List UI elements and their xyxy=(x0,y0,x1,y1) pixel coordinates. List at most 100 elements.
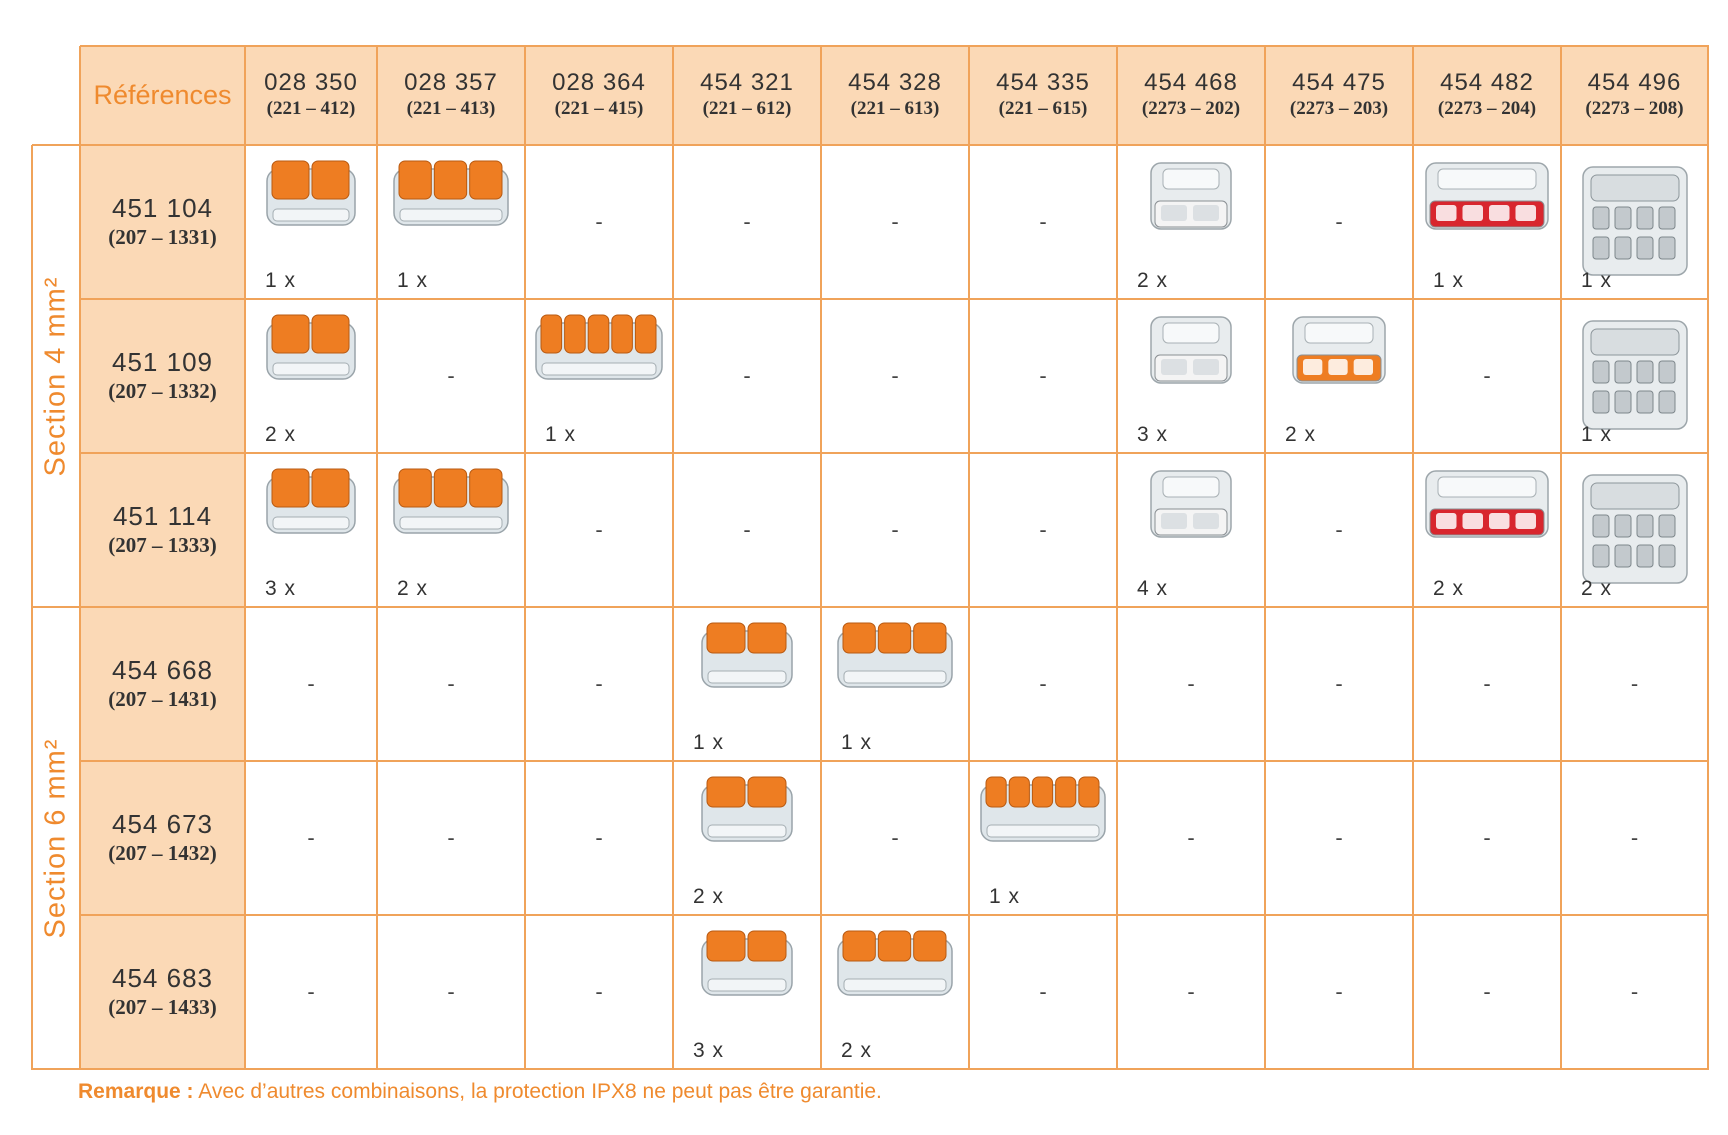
column-header: 454 328 (221 – 613) xyxy=(821,46,969,145)
compact-connector-2-orange-icon xyxy=(701,930,793,996)
table-cell: - xyxy=(1117,915,1265,1069)
column-article: (221 – 613) xyxy=(850,97,940,119)
column-article: (221 – 415) xyxy=(554,97,644,119)
column-article: (221 – 412) xyxy=(266,97,356,119)
push-wire-connector-2-white-icon xyxy=(1150,316,1232,384)
quantity-label: 4 x xyxy=(1137,577,1169,600)
table-cell: - xyxy=(1413,761,1561,915)
table-cell: 1 x xyxy=(1413,145,1561,299)
compact-connector-2-orange-icon xyxy=(701,776,793,842)
grid-line-horizontal xyxy=(80,298,1709,300)
table-cell: - xyxy=(821,145,969,299)
table-cell: 3 x xyxy=(673,915,821,1069)
column-header: 454 321 (221 – 612) xyxy=(673,46,821,145)
not-compatible-mark: - xyxy=(743,209,751,234)
column-reference: 454 321 xyxy=(700,68,794,96)
table-cell: - xyxy=(377,607,525,761)
table-cell: - xyxy=(1117,607,1265,761)
grid-line-vertical xyxy=(672,46,674,1070)
quantity-label: 2 x xyxy=(841,1039,873,1062)
row-reference: 451 104 xyxy=(112,193,213,223)
row-header: 451 104 (207 – 1331) xyxy=(80,145,245,299)
grid-line-vertical xyxy=(524,46,526,1070)
column-header: 028 350 (221 – 412) xyxy=(245,46,377,145)
quantity-label: 2 x xyxy=(1433,577,1465,600)
quantity-label: 1 x xyxy=(989,885,1021,908)
compact-connector-3-orange-icon xyxy=(837,622,953,688)
table-cell: - xyxy=(525,453,673,607)
lever-connector-3-orange-icon xyxy=(393,160,509,226)
table-cell: - xyxy=(377,761,525,915)
not-compatible-mark: - xyxy=(1187,979,1195,1004)
not-compatible-mark: - xyxy=(307,825,315,850)
section-label-text: Section 4 mm² xyxy=(39,276,72,476)
not-compatible-mark: - xyxy=(595,209,603,234)
table-cell: 2 x xyxy=(673,761,821,915)
column-reference: 028 357 xyxy=(404,68,498,96)
column-article: (2273 – 204) xyxy=(1437,97,1537,119)
column-article: (221 – 615) xyxy=(998,97,1088,119)
column-reference: 454 468 xyxy=(1144,68,1238,96)
lever-connector-5-orange-icon xyxy=(535,314,663,380)
column-header-band xyxy=(80,46,1708,145)
not-compatible-mark: - xyxy=(1187,671,1195,696)
grid-line-vertical xyxy=(1412,46,1414,1070)
quantity-label: 2 x xyxy=(1581,577,1613,600)
quantity-label: 1 x xyxy=(545,423,577,446)
not-compatible-mark: - xyxy=(1039,363,1047,388)
grid-line-vertical xyxy=(79,46,81,1070)
row-article: (207 – 1433) xyxy=(108,995,217,1019)
table-cell: 2 x xyxy=(821,915,969,1069)
quantity-label: 3 x xyxy=(693,1039,725,1062)
table-cell: 3 x xyxy=(245,453,377,607)
row-article: (207 – 1431) xyxy=(108,687,217,711)
column-header: 454 475 (2273 – 203) xyxy=(1265,46,1413,145)
push-wire-connector-4-red-icon xyxy=(1425,162,1549,230)
column-header: 028 364 (221 – 415) xyxy=(525,46,673,145)
quantity-label: 2 x xyxy=(265,423,297,446)
table-cell: - xyxy=(377,915,525,1069)
row-header: 454 673 (207 – 1432) xyxy=(80,761,245,915)
table-cell: - xyxy=(969,915,1117,1069)
not-compatible-mark: - xyxy=(891,363,899,388)
corner-header: Références xyxy=(80,46,245,145)
table-cell: 2 x xyxy=(1265,299,1413,453)
quantity-label: 3 x xyxy=(1137,423,1169,446)
grid-line-vertical xyxy=(1116,46,1118,1070)
table-cell: 1 x xyxy=(673,607,821,761)
compact-connector-5-orange-icon xyxy=(980,776,1106,842)
quantity-label: 1 x xyxy=(841,731,873,754)
row-header: 454 683 (207 – 1433) xyxy=(80,915,245,1069)
not-compatible-mark: - xyxy=(307,979,315,1004)
table-cell: 1 x xyxy=(377,145,525,299)
not-compatible-mark: - xyxy=(891,517,899,542)
not-compatible-mark: - xyxy=(1335,671,1343,696)
column-reference: 454 335 xyxy=(996,68,1090,96)
table-cell: 2 x xyxy=(1413,453,1561,607)
not-compatible-mark: - xyxy=(595,825,603,850)
row-reference: 454 683 xyxy=(112,963,213,993)
references-label: Références xyxy=(93,80,232,110)
quantity-label: 2 x xyxy=(397,577,429,600)
grid-line-vertical xyxy=(376,46,378,1070)
table-cell: - xyxy=(821,299,969,453)
table-cell: - xyxy=(673,299,821,453)
table-cell: 3 x xyxy=(1117,299,1265,453)
table-cell: - xyxy=(1561,915,1708,1069)
not-compatible-mark: - xyxy=(1483,979,1491,1004)
row-reference: 454 673 xyxy=(112,809,213,839)
table-cell: - xyxy=(1561,761,1708,915)
grid-line-horizontal xyxy=(80,914,1709,916)
not-compatible-mark: - xyxy=(743,363,751,388)
not-compatible-mark: - xyxy=(1483,363,1491,388)
column-reference: 028 350 xyxy=(264,68,358,96)
quantity-label: 2 x xyxy=(1285,423,1317,446)
table-cell: - xyxy=(525,145,673,299)
push-wire-connector-4-red-icon xyxy=(1425,470,1549,538)
row-article: (207 – 1333) xyxy=(108,533,217,557)
remark-label: Remarque : xyxy=(78,1080,194,1103)
grid-line-horizontal xyxy=(80,452,1709,454)
not-compatible-mark: - xyxy=(1483,825,1491,850)
not-compatible-mark: - xyxy=(1039,671,1047,696)
